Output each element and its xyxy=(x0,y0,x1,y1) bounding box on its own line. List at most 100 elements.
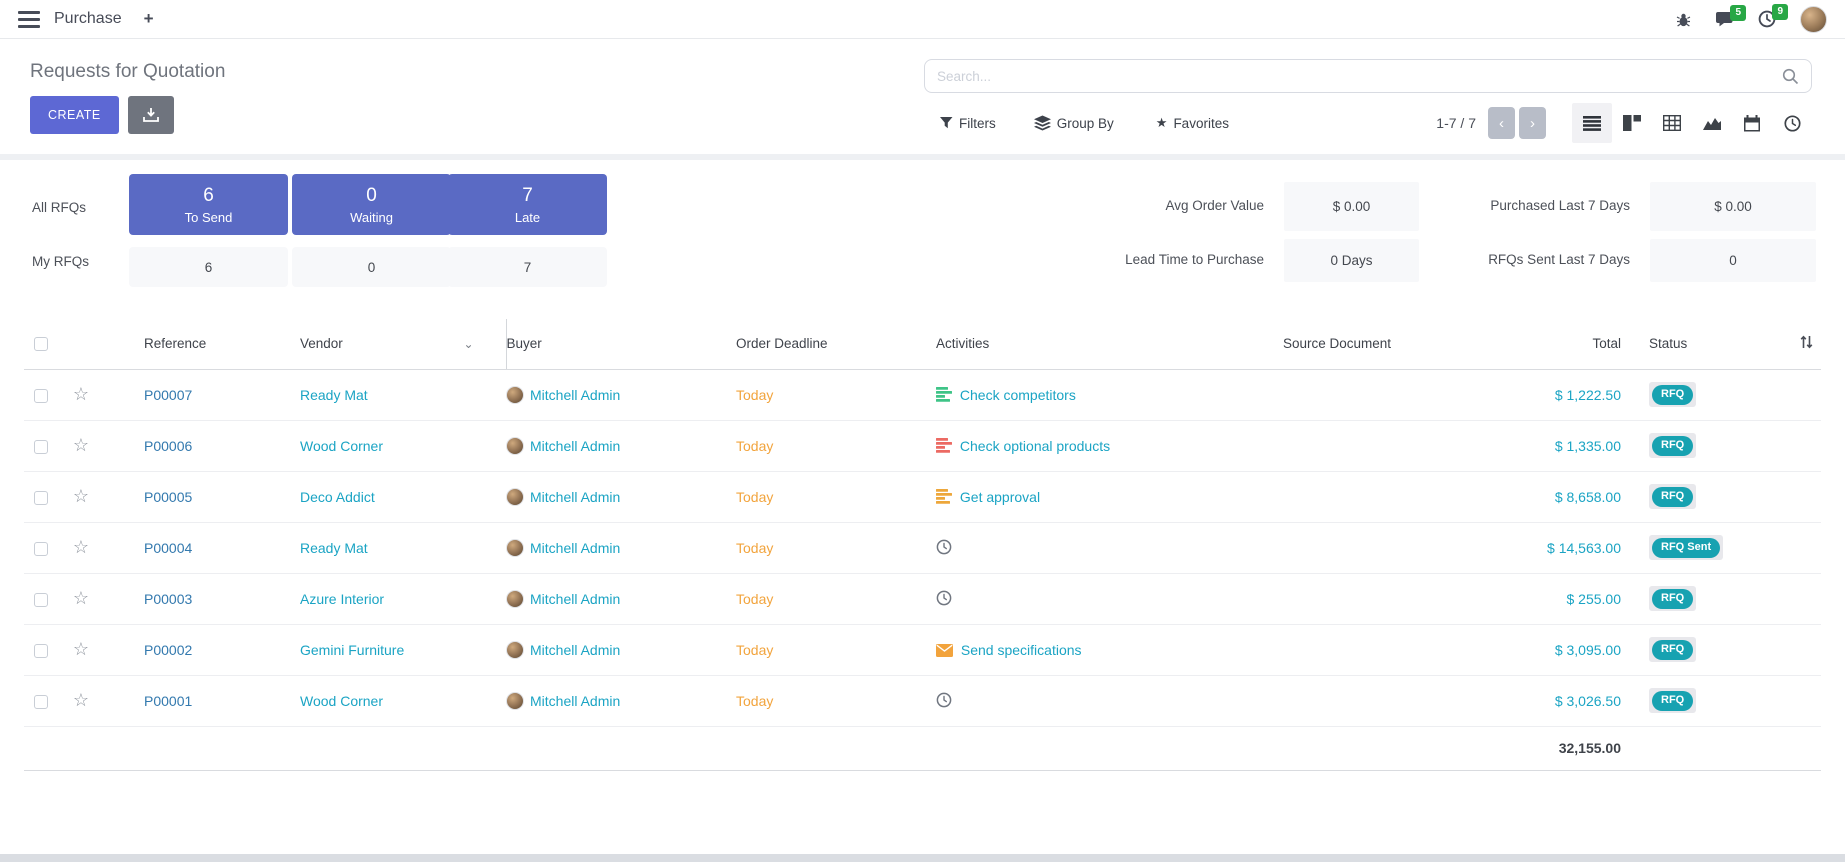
vendor-link[interactable]: Ready Mat xyxy=(300,386,368,403)
row-total: $ 3,095.00 xyxy=(1554,641,1621,658)
clock-activity-icon[interactable] xyxy=(936,692,952,708)
favorite-star-icon[interactable]: ☆ xyxy=(72,639,90,659)
favorite-star-icon[interactable]: ☆ xyxy=(72,537,90,557)
tasks-activity-icon[interactable] xyxy=(936,488,952,504)
to-send-button[interactable]: 6 To Send xyxy=(129,174,288,235)
column-header-order-deadline[interactable]: Order Deadline xyxy=(730,319,930,370)
app-name[interactable]: Purchase xyxy=(54,10,122,27)
vendor-link[interactable]: Gemini Furniture xyxy=(300,641,405,658)
column-header-reference[interactable]: Reference xyxy=(104,319,300,370)
column-header-status[interactable]: Status xyxy=(1649,319,1799,370)
activity-label[interactable]: Check optional products xyxy=(959,437,1111,454)
group-by-button[interactable]: Group By xyxy=(1033,115,1114,131)
reference-link[interactable]: P00005 xyxy=(144,488,193,505)
tasks-activity-icon[interactable] xyxy=(936,386,952,402)
favorite-star-icon[interactable]: ☆ xyxy=(72,588,90,608)
buyer-link[interactable]: Mitchell Admin xyxy=(530,386,621,403)
table-row[interactable]: ☆ P00005 Deco Addict Mitchell Admin Toda… xyxy=(24,471,1821,523)
my-to-send-count[interactable]: 6 xyxy=(129,247,288,287)
my-late-count[interactable]: 7 xyxy=(448,247,607,287)
reference-link[interactable]: P00002 xyxy=(144,641,193,658)
table-row[interactable]: ☆ P00002 Gemini Furniture Mitchell Admin… xyxy=(24,624,1821,676)
select-all-checkbox[interactable] xyxy=(34,337,48,352)
buyer-link[interactable]: Mitchell Admin xyxy=(530,590,621,607)
row-checkbox[interactable] xyxy=(34,388,48,403)
buyer-link[interactable]: Mitchell Admin xyxy=(530,692,621,709)
reference-link[interactable]: P00003 xyxy=(144,590,193,607)
add-tab-icon[interactable]: + xyxy=(143,9,154,28)
activity-label[interactable]: Check competitors xyxy=(959,386,1076,403)
envelope-activity-icon[interactable] xyxy=(936,643,953,657)
reference-link[interactable]: P00006 xyxy=(144,437,193,454)
clock-activity-icon[interactable] xyxy=(936,539,952,555)
filters-button[interactable]: Filters xyxy=(940,116,996,131)
optional-columns-icon[interactable] xyxy=(1799,334,1814,350)
row-checkbox[interactable] xyxy=(34,439,48,454)
vendor-link[interactable]: Wood Corner xyxy=(300,437,384,454)
favorite-star-icon[interactable]: ☆ xyxy=(72,435,90,455)
graph-view-button[interactable] xyxy=(1692,103,1732,143)
row-checkbox[interactable] xyxy=(34,643,48,658)
favorite-star-icon[interactable]: ☆ xyxy=(72,486,90,506)
vendor-link[interactable]: Deco Addict xyxy=(300,488,375,505)
vendor-link[interactable]: Ready Mat xyxy=(300,539,368,556)
total-sum: 32,155.00 xyxy=(1558,740,1621,756)
kanban-view-button[interactable] xyxy=(1612,103,1652,143)
calendar-view-button[interactable] xyxy=(1732,103,1772,143)
activity-label[interactable]: Get approval xyxy=(959,488,1041,505)
source-document-cell xyxy=(1230,522,1444,574)
avg-order-value-label: Avg Order Value xyxy=(1165,198,1264,213)
table-row[interactable]: ☆ P00007 Ready Mat Mitchell Admin Today … xyxy=(24,369,1821,421)
buyer-link[interactable]: Mitchell Admin xyxy=(530,437,621,454)
vendor-link[interactable]: Azure Interior xyxy=(300,590,385,607)
tasks-activity-icon[interactable] xyxy=(936,437,952,453)
activity-view-button[interactable] xyxy=(1772,103,1812,143)
vendor-link[interactable]: Wood Corner xyxy=(300,692,384,709)
row-checkbox[interactable] xyxy=(34,592,48,607)
user-avatar[interactable] xyxy=(1800,5,1827,33)
column-header-source-document[interactable]: Source Document xyxy=(1230,319,1444,370)
debug-bug-icon[interactable] xyxy=(1676,12,1691,27)
my-waiting-count[interactable]: 0 xyxy=(292,247,451,287)
reference-link[interactable]: P00001 xyxy=(144,692,193,709)
late-button[interactable]: 7 Late xyxy=(448,174,607,235)
buyer-link[interactable]: Mitchell Admin xyxy=(530,539,621,556)
reference-link[interactable]: P00007 xyxy=(144,386,193,403)
messages-icon[interactable]: 5 xyxy=(1715,4,1746,28)
search-input[interactable] xyxy=(937,68,1782,84)
pager-previous-button[interactable]: ‹ xyxy=(1488,107,1515,139)
favorite-star-icon[interactable]: ☆ xyxy=(72,690,90,710)
table-row[interactable]: ☆ P00004 Ready Mat Mitchell Admin Today … xyxy=(24,522,1821,574)
waiting-button[interactable]: 0 Waiting xyxy=(292,174,451,235)
column-header-activities[interactable]: Activities xyxy=(930,319,1230,370)
lead-time-value: 0 Days xyxy=(1284,239,1419,282)
purchased-last-7-days: $ 0.00 xyxy=(1650,182,1816,231)
menu-icon[interactable] xyxy=(18,10,40,28)
buyer-link[interactable]: Mitchell Admin xyxy=(530,641,621,658)
export-button[interactable] xyxy=(127,96,174,134)
column-header-total[interactable]: Total xyxy=(1444,319,1649,370)
column-header-vendor[interactable]: Vendor ⌄ xyxy=(300,319,507,370)
favorites-button[interactable]: ★ Favorites xyxy=(1155,115,1229,131)
activity-label[interactable]: Send specifications xyxy=(960,641,1082,658)
reference-link[interactable]: P00004 xyxy=(144,539,193,556)
filter-funnel-icon xyxy=(940,117,953,129)
favorite-star-icon[interactable]: ☆ xyxy=(72,384,90,404)
activities-clock-icon[interactable]: 9 xyxy=(1758,4,1788,28)
source-document-cell xyxy=(1230,573,1444,625)
table-row[interactable]: ☆ P00001 Wood Corner Mitchell Admin Toda… xyxy=(24,675,1821,727)
table-row[interactable]: ☆ P00006 Wood Corner Mitchell Admin Toda… xyxy=(24,420,1821,472)
pager-next-button[interactable]: › xyxy=(1519,107,1546,139)
row-checkbox[interactable] xyxy=(34,694,48,709)
buyer-link[interactable]: Mitchell Admin xyxy=(530,488,621,505)
search-icon[interactable] xyxy=(1782,68,1799,85)
pivot-view-button[interactable] xyxy=(1652,103,1692,143)
column-header-buyer[interactable]: Buyer xyxy=(506,319,730,370)
buyer-avatar xyxy=(506,487,524,506)
list-view-button[interactable] xyxy=(1572,103,1612,143)
row-checkbox[interactable] xyxy=(34,490,48,505)
row-checkbox[interactable] xyxy=(34,541,48,556)
table-row[interactable]: ☆ P00003 Azure Interior Mitchell Admin T… xyxy=(24,573,1821,625)
clock-activity-icon[interactable] xyxy=(936,590,952,606)
create-button[interactable]: CREATE xyxy=(30,96,119,134)
